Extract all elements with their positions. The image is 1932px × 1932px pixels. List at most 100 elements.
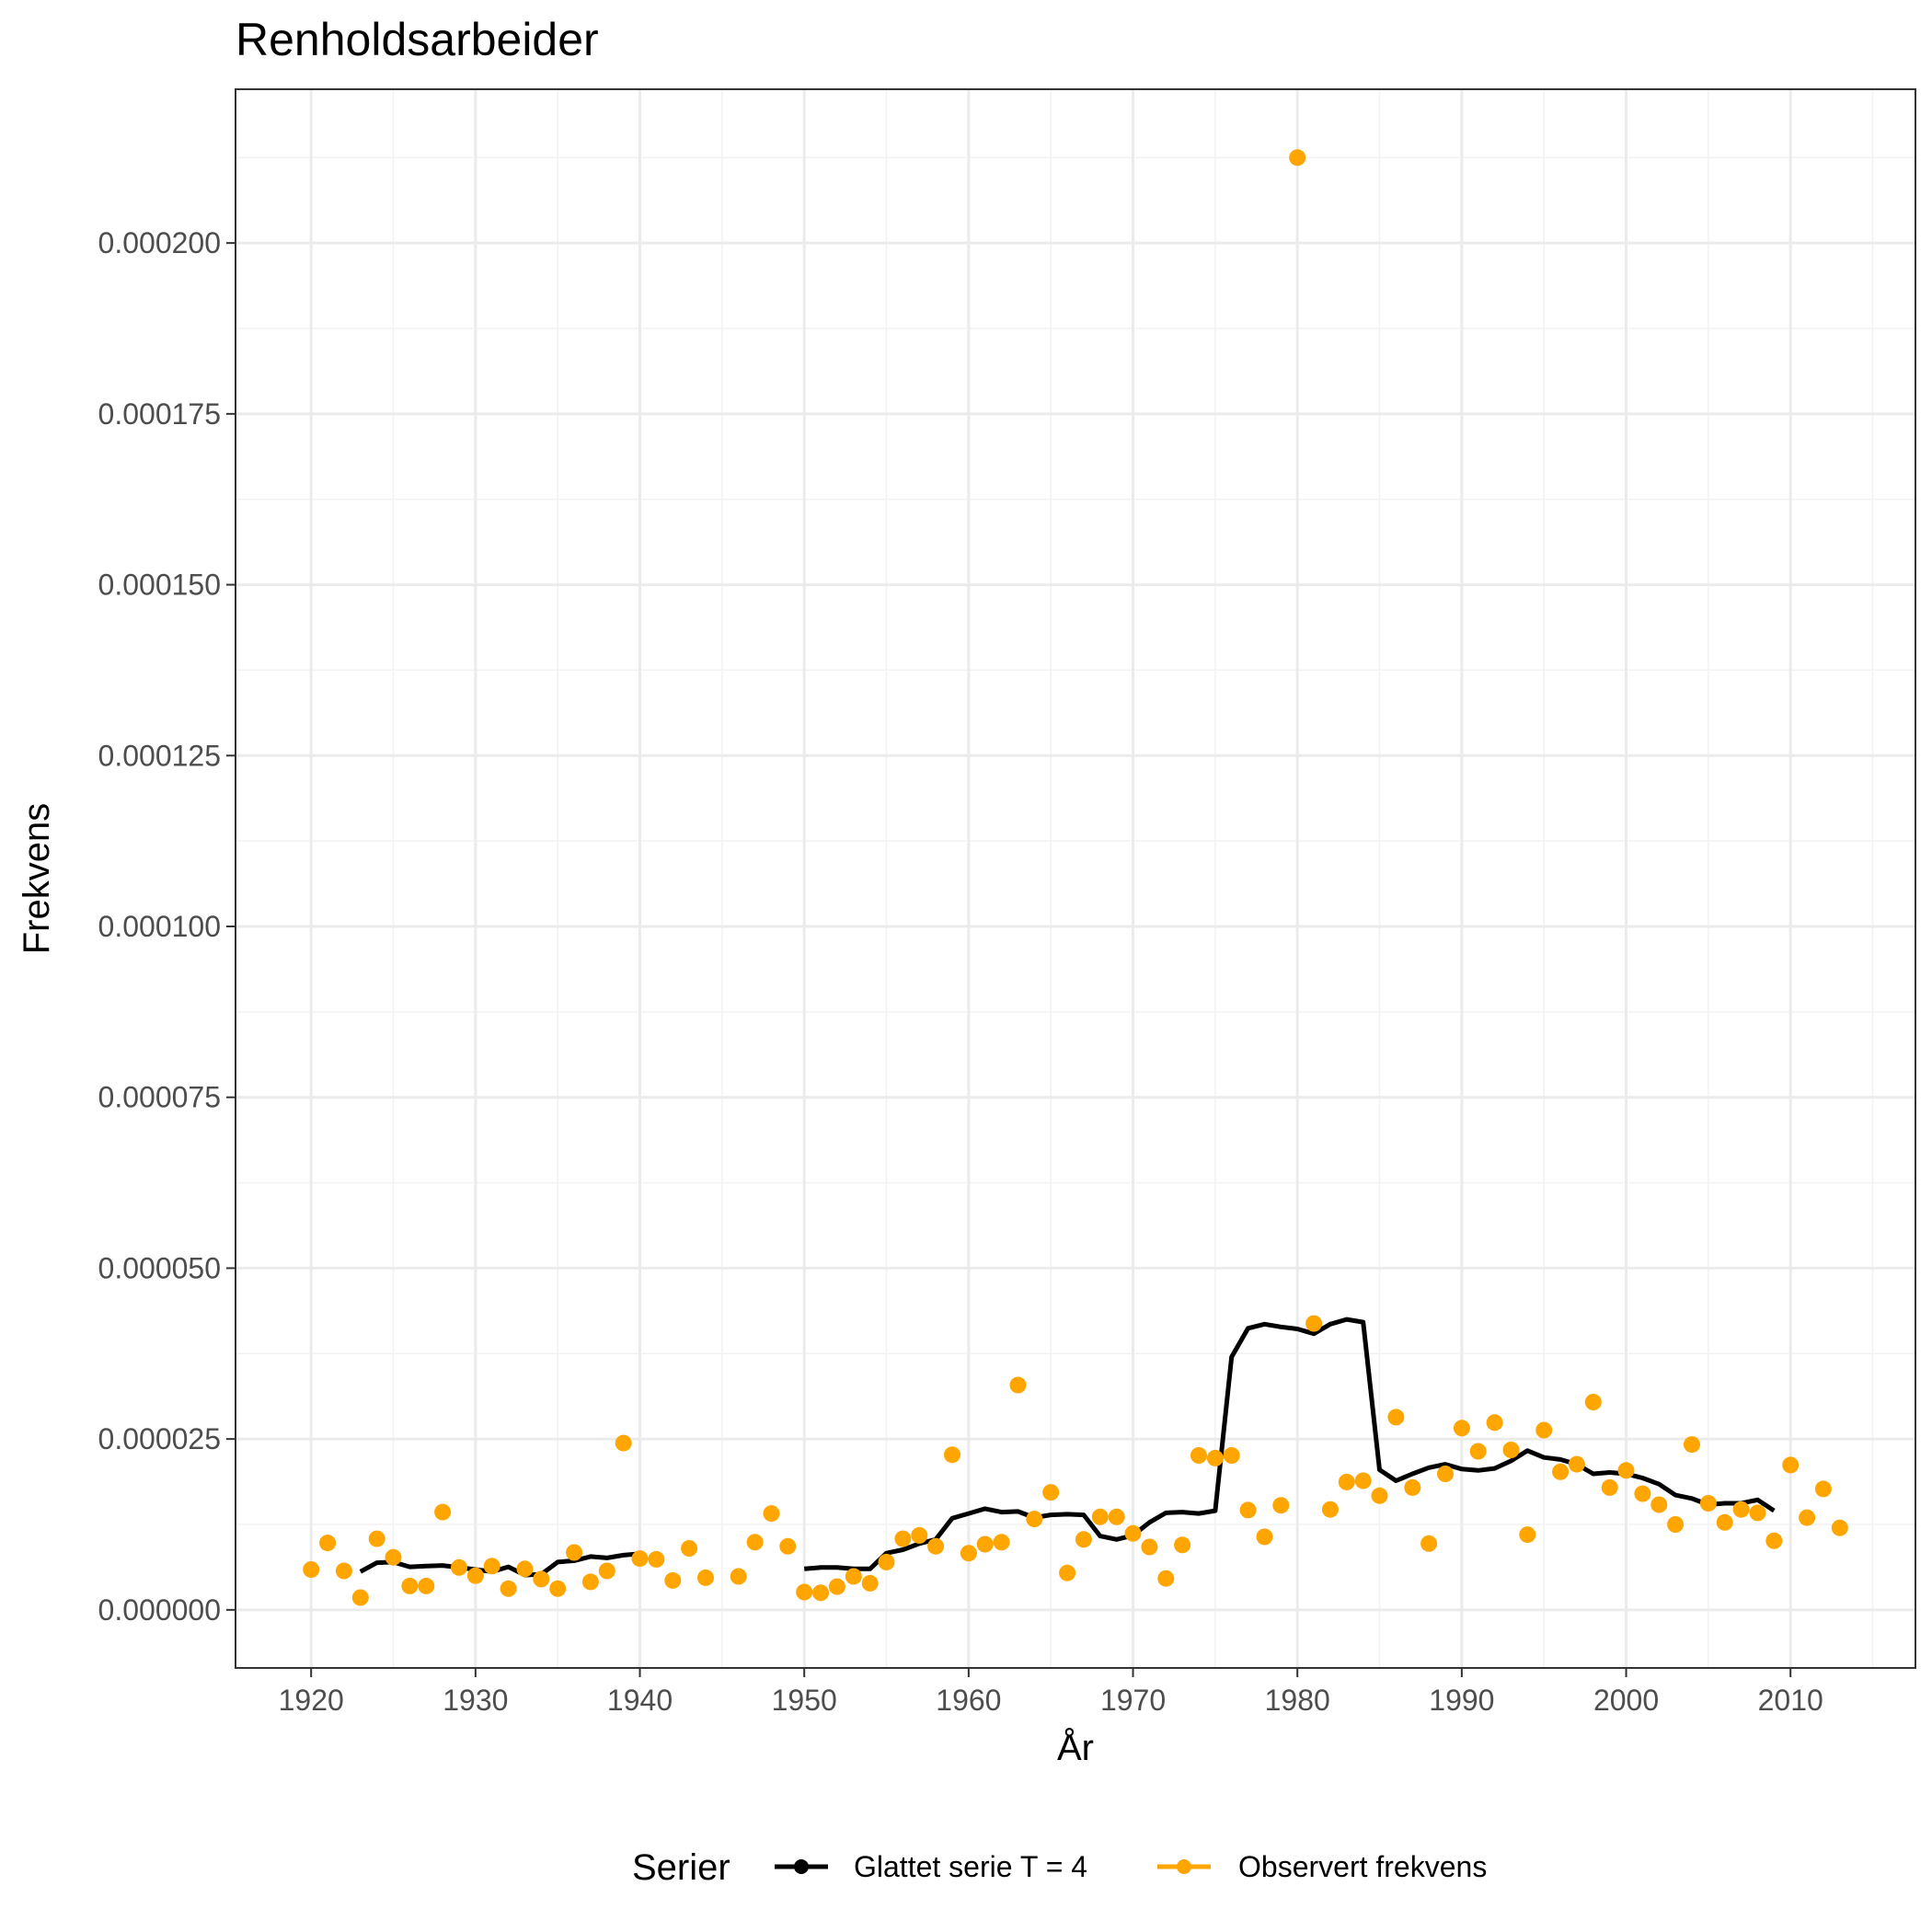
observed-point: [878, 1553, 895, 1570]
observed-point: [746, 1534, 764, 1551]
observed-point: [1601, 1478, 1618, 1496]
observed-point: [1059, 1564, 1076, 1581]
observed-point: [730, 1568, 747, 1585]
observed-point: [911, 1526, 928, 1544]
observed-point: [1584, 1394, 1602, 1410]
smoothed-line-segment: [359, 1551, 640, 1578]
observed-point: [566, 1544, 583, 1561]
x-tick-label: 1990: [1429, 1684, 1494, 1717]
x-tick-label: 2000: [1593, 1684, 1659, 1717]
observed-point: [1552, 1463, 1570, 1480]
observed-point: [1437, 1466, 1454, 1482]
observed-point: [1535, 1421, 1553, 1439]
observed-point: [681, 1540, 698, 1557]
observed-point: [368, 1530, 385, 1547]
observed-point: [1519, 1526, 1536, 1544]
observed-point: [1141, 1538, 1158, 1556]
observed-point: [1026, 1511, 1043, 1528]
observed-point: [1272, 1497, 1290, 1514]
observed-point: [664, 1571, 682, 1589]
observed-point: [993, 1534, 1010, 1551]
observed-point: [1831, 1519, 1848, 1536]
observed-point: [418, 1577, 435, 1594]
observed-point: [763, 1505, 780, 1523]
observed-point: [303, 1561, 320, 1578]
observed-point: [500, 1580, 517, 1597]
x-tick-label: 1960: [936, 1684, 1001, 1717]
observed-point: [894, 1530, 912, 1547]
observed-point: [549, 1580, 567, 1597]
observed-point: [1338, 1473, 1355, 1490]
observed-point: [1289, 149, 1306, 167]
legend-key-smoothed: [775, 1859, 828, 1874]
x-tick-label: 1980: [1265, 1684, 1330, 1717]
observed-point: [1190, 1447, 1207, 1464]
observed-point: [927, 1537, 945, 1555]
observed-point: [1486, 1414, 1503, 1432]
observed-point: [1684, 1436, 1700, 1454]
observed-point: [1699, 1495, 1717, 1512]
observed-point: [483, 1558, 500, 1575]
x-tick-label: 1970: [1100, 1684, 1166, 1717]
minor-gridlines: [236, 89, 1915, 1668]
legend-title: Serier: [632, 1847, 730, 1888]
observed-point: [1239, 1501, 1257, 1519]
observed-point: [845, 1568, 862, 1585]
observed-point: [581, 1573, 599, 1591]
y-tick-label: 0.000200: [98, 226, 221, 259]
y-tick-label: 0.000000: [98, 1593, 221, 1627]
observed-point: [1502, 1442, 1520, 1458]
observed-point: [1108, 1508, 1125, 1525]
x-axis-title: År: [1057, 1727, 1094, 1768]
observed-point: [828, 1578, 845, 1595]
observed-point: [1206, 1449, 1224, 1466]
observed-point: [812, 1584, 830, 1602]
y-tick-label: 0.000125: [98, 739, 221, 772]
observed-point: [533, 1570, 550, 1588]
observed-point: [319, 1535, 337, 1552]
observed-point: [1469, 1443, 1487, 1460]
observed-series: [303, 149, 1848, 1606]
observed-point: [615, 1434, 632, 1452]
smoothed-line-segment: [803, 1317, 1776, 1571]
observed-point: [944, 1446, 960, 1464]
observed-point: [1814, 1480, 1832, 1498]
legend: Serier Glattet serie T = 4 Observert fre…: [632, 1847, 1487, 1888]
chart-title: Renholdsarbeider: [236, 14, 599, 65]
observed-point: [401, 1577, 419, 1594]
y-tick-label: 0.000175: [98, 397, 221, 431]
observed-point: [976, 1535, 994, 1553]
y-axis: 0.000000 0.000025 0.000050 0.000075 0.000100…: [98, 226, 236, 1627]
observed-point: [516, 1560, 534, 1578]
observed-point: [1387, 1409, 1405, 1426]
y-tick-label: 0.000100: [98, 910, 221, 943]
observed-point: [861, 1574, 879, 1592]
observed-point: [434, 1503, 452, 1521]
legend-key-observed: [1157, 1859, 1211, 1874]
observed-point: [1321, 1501, 1339, 1518]
observed-point: [1650, 1496, 1668, 1513]
observed-point: [1765, 1532, 1783, 1549]
plot-border: [235, 88, 1916, 1669]
y-axis-title: Frekvens: [17, 803, 57, 955]
observed-point: [796, 1583, 813, 1601]
x-tick-label: 2010: [1758, 1684, 1823, 1717]
observed-point: [1091, 1508, 1109, 1525]
observed-point: [1404, 1478, 1421, 1496]
x-tick-label: 1940: [607, 1684, 673, 1717]
observed-point: [385, 1548, 402, 1566]
observed-point: [631, 1550, 649, 1568]
observed-point: [648, 1550, 665, 1568]
observed-point: [779, 1537, 797, 1555]
observed-point: [1256, 1528, 1273, 1546]
observed-point: [1634, 1485, 1651, 1502]
observed-point: [1157, 1570, 1175, 1587]
observed-point: [1568, 1455, 1585, 1473]
observed-point: [1075, 1531, 1092, 1548]
observed-point: [1716, 1513, 1733, 1531]
observed-point: [1305, 1315, 1323, 1332]
observed-point: [1749, 1504, 1766, 1522]
observed-point: [1732, 1501, 1750, 1518]
x-tick-label: 1920: [279, 1684, 344, 1717]
